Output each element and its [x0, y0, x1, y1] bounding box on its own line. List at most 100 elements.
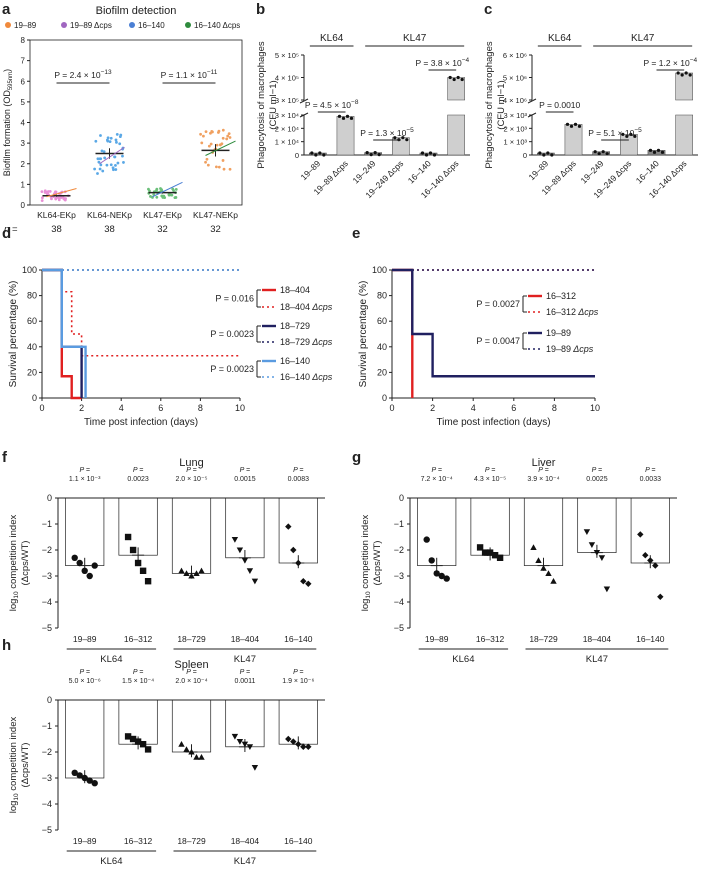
data-point: [373, 151, 377, 155]
y-tick-label: 5 × 10⁵: [275, 51, 299, 60]
bar: [630, 497, 670, 564]
legend-label: 16–140 Δcps: [280, 372, 333, 382]
y-tick-label: 2 × 10³: [503, 124, 527, 133]
data-point: [448, 75, 452, 80]
p-value: P =: [186, 467, 196, 474]
data-point: [174, 196, 178, 199]
data-point: [57, 198, 61, 202]
y-tick-label: 2 × 10⁴: [275, 124, 299, 133]
trend-line: [99, 146, 125, 165]
data-point: [225, 137, 229, 141]
group-label: KL47: [586, 654, 608, 665]
p-value: P = 0.0023: [210, 364, 254, 374]
axis-break: [299, 98, 309, 104]
bar: [171, 497, 212, 574]
x-category-label: 19–89: [73, 634, 97, 644]
panel-letter: b: [256, 1, 265, 18]
p-value: P =: [186, 669, 196, 676]
data-point: [221, 128, 225, 132]
data-point: [217, 165, 221, 169]
x-category-label: 19–89: [425, 634, 449, 644]
p-value: P = 1.3 × 10−5: [360, 127, 414, 138]
legend-label: 19–89 Δcps: [70, 21, 112, 30]
data-point: [569, 124, 574, 128]
data-point: [106, 139, 110, 143]
y-tick-label: 80: [377, 291, 387, 301]
x-category-label: 18–729: [529, 634, 558, 644]
data-point: [155, 187, 159, 191]
p-value: 3.9 × 10⁻⁴: [527, 476, 559, 483]
data-point: [428, 557, 435, 564]
p-value: P = 5.1 × 10−5: [588, 127, 642, 138]
bar: [675, 114, 693, 156]
data-point: [109, 163, 113, 167]
y-axis-label: log10 competition index: [8, 717, 20, 814]
data-point: [129, 546, 137, 554]
y-tick-label: 1 × 10⁴: [275, 138, 299, 147]
data-point: [251, 578, 259, 585]
data-point: [496, 554, 504, 561]
x-category-label: KL64-NEKp: [87, 210, 132, 220]
y-tick-label: 3 × 10⁴: [275, 111, 299, 120]
y-tick-label: 3 × 10⁵: [275, 96, 299, 105]
data-point: [139, 567, 147, 574]
axis-break: [527, 98, 537, 104]
data-point: [300, 743, 307, 750]
data-point: [226, 134, 230, 138]
y-axis-label: log10 competition index: [360, 515, 372, 612]
y-tick-label: 7: [21, 57, 26, 66]
y-tick-label: 0: [47, 493, 52, 503]
data-point: [349, 116, 354, 120]
data-point: [476, 544, 484, 551]
data-point: [76, 559, 83, 567]
data-point: [111, 166, 115, 170]
data-point: [94, 139, 98, 143]
data-point: [660, 150, 665, 154]
data-point: [155, 195, 159, 199]
data-point: [285, 735, 292, 743]
data-point: [393, 136, 397, 140]
p-value: P = 4.5 × 10−8: [305, 99, 359, 110]
data-point: [114, 168, 118, 171]
data-point: [96, 172, 99, 175]
data-point: [246, 744, 254, 750]
bar: [470, 497, 510, 556]
data-point: [134, 738, 142, 745]
n-value: 32: [210, 224, 221, 235]
bar: [447, 77, 465, 101]
p-value: P =: [485, 467, 495, 474]
y-tick-label: 8: [21, 36, 26, 45]
x-category-label: 19–249: [350, 158, 377, 185]
data-point: [134, 559, 142, 567]
data-point: [377, 153, 381, 157]
data-point: [129, 735, 137, 743]
bar: [392, 137, 410, 156]
y-tick-label: −4: [42, 597, 52, 607]
data-point: [251, 765, 259, 771]
data-point: [193, 754, 200, 760]
x-category-label: 18–404: [231, 634, 260, 644]
data-point: [588, 542, 596, 548]
data-point: [491, 552, 499, 559]
data-point: [198, 754, 205, 760]
p-value: 1.1 × 10⁻³: [69, 476, 101, 483]
p-value: P =: [293, 467, 303, 474]
data-point: [481, 549, 489, 556]
data-point: [633, 134, 637, 138]
x-axis-label: Time post infection (days): [436, 417, 550, 428]
y-tick-label: 0: [295, 151, 299, 160]
data-point: [193, 570, 200, 576]
group-label: KL64: [548, 33, 572, 44]
group-label: KL47: [234, 856, 256, 867]
panel-letter: h: [2, 637, 11, 654]
data-point: [647, 557, 654, 564]
bar: [65, 699, 105, 779]
data-point: [538, 151, 542, 155]
y-tick-label: −2: [42, 545, 52, 555]
data-point: [81, 774, 88, 782]
x-tick-label: 2: [79, 403, 84, 413]
data-point: [365, 151, 369, 155]
data-point: [577, 124, 582, 128]
data-point: [593, 150, 597, 154]
data-point: [178, 567, 185, 574]
